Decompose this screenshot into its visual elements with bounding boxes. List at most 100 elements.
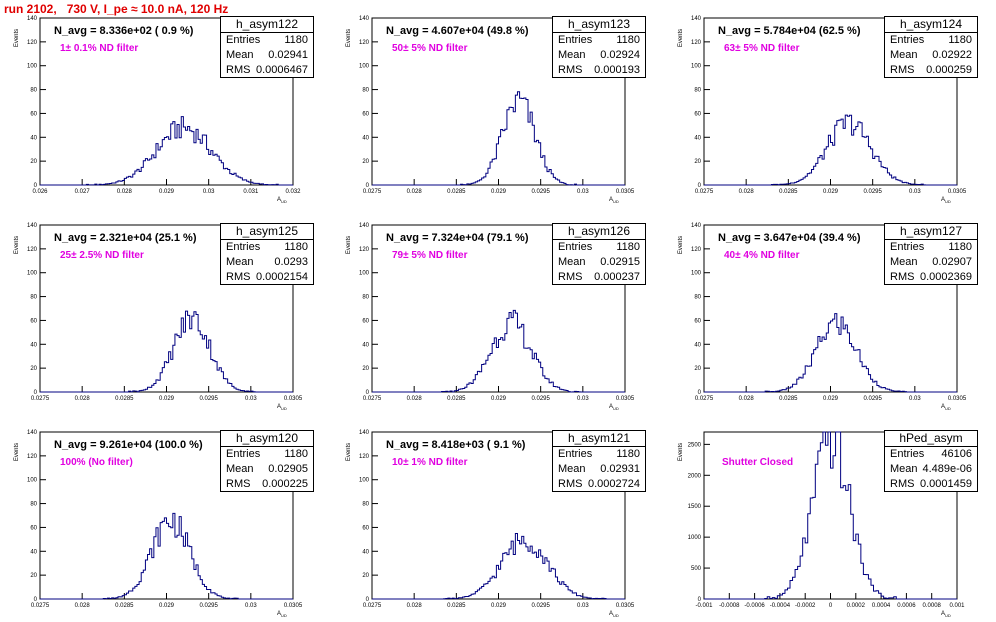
x-tick-label: 0.028 xyxy=(75,396,91,402)
histogram-panel-h_asym120: 0 20 40 60 80 100 120 140 0.0275 0.028 0.0285 0.029… xyxy=(0,414,332,621)
stats-entries-row: Entries 46106 xyxy=(885,447,977,462)
histogram-panel-h_asym122: 0 20 40 60 80 100 120 140 0.026 0.027 0.028 0.029 0.… xyxy=(0,0,332,207)
y-tick-label: 120 xyxy=(691,247,702,253)
x-axis-title-subscript: UD xyxy=(613,613,619,618)
navg-label: N_avg = 5.784e+04 (62.5 %) xyxy=(718,25,861,37)
x-tick-label: 0.0295 xyxy=(863,396,882,402)
stats-rms-row: RMS 0.000237 xyxy=(553,270,645,285)
y-tick-label: 60 xyxy=(30,318,37,324)
y-tick-label: 120 xyxy=(691,40,702,46)
y-tick-label: 60 xyxy=(362,525,369,531)
y-tick-label: 0 xyxy=(34,597,38,603)
y-tick-label: 140 xyxy=(359,223,370,229)
y-tick-label: 120 xyxy=(27,40,38,46)
y-axis-title: Events xyxy=(678,236,684,254)
y-tick-label: 0 xyxy=(366,390,370,396)
y-tick-label: 140 xyxy=(691,16,702,22)
y-tick-label: 2000 xyxy=(688,473,702,479)
stats-mean-value: 0.02941 xyxy=(268,49,308,61)
x-axis-title-subscript: UD xyxy=(281,199,287,204)
stats-rms-row: RMS 0.0006467 xyxy=(221,63,313,78)
stats-box: h_asym125 Entries 1180 Mean 0.0293 RMS 0.00021… xyxy=(220,223,314,285)
y-tick-label: 100 xyxy=(691,64,702,70)
y-tick-label: 140 xyxy=(27,16,38,22)
y-tick-label: 120 xyxy=(359,247,370,253)
histogram-plot: 0 20 40 60 80 100 120 140 0.0275 0.028 0.0285 0.029… xyxy=(14,430,303,618)
x-tick-label: 0.0275 xyxy=(363,603,382,609)
y-tick-label: 1500 xyxy=(688,504,702,510)
y-tick-label: 100 xyxy=(691,271,702,277)
y-tick-label: 20 xyxy=(30,573,37,579)
stats-mean-value: 0.02922 xyxy=(932,49,972,61)
stats-mean-label: Mean xyxy=(890,256,918,268)
stats-mean-row: Mean 0.02907 xyxy=(885,255,977,270)
stats-box-title: h_asym125 xyxy=(221,224,313,240)
x-axis-title: AUD xyxy=(609,611,619,618)
stats-entries-value: 1180 xyxy=(284,448,308,460)
stats-rms-label: RMS xyxy=(890,478,915,490)
stats-mean-value: 0.02905 xyxy=(268,463,308,475)
histogram-plot: 0 20 40 60 80 100 120 140 0.0275 0.028 0.0285 0.029… xyxy=(678,16,967,204)
x-tick-label: 0.031 xyxy=(243,189,259,195)
stats-entries-value: 46106 xyxy=(941,448,972,460)
stats-box-title: h_asym124 xyxy=(885,17,977,33)
histogram-panel-h_asym125: 0 20 40 60 80 100 120 140 0.0275 0.028 0.0285 0.029… xyxy=(0,207,332,414)
stats-rms-value: 0.0001459 xyxy=(920,478,972,490)
histogram-series xyxy=(40,512,293,600)
y-axis-title: Events xyxy=(346,236,352,254)
x-tick-label: 0.0285 xyxy=(779,396,798,402)
stats-entries-value: 1180 xyxy=(284,34,308,46)
histogram-panel-h_asym126: 0 20 40 60 80 100 120 140 0.0275 0.028 0.0285 0.029… xyxy=(332,207,664,414)
x-axis-title-main: A xyxy=(941,197,945,203)
x-tick-label: 0.0275 xyxy=(363,396,382,402)
y-tick-label: 0 xyxy=(366,597,370,603)
x-axis-title-subscript: UD xyxy=(945,613,951,618)
x-tick-label: 0.0295 xyxy=(199,603,218,609)
x-tick-label: 0.028 xyxy=(739,189,755,195)
stats-mean-row: Mean 0.02905 xyxy=(221,462,313,477)
x-tick-label: -0.0006 xyxy=(744,603,765,609)
stats-rms-row: RMS 0.0002724 xyxy=(553,477,645,492)
x-tick-label: 0.029 xyxy=(159,396,175,402)
x-tick-label: 0.026 xyxy=(32,189,48,195)
stats-entries-value: 1180 xyxy=(616,448,640,460)
y-tick-label: 140 xyxy=(27,223,38,229)
run-title: run 2102, 730 V, I_pe ≈ 10.0 nA, 120 Hz xyxy=(4,2,229,16)
x-tick-label: 0.0285 xyxy=(779,189,798,195)
x-tick-label: 0.03 xyxy=(909,189,921,195)
x-tick-label: 0.0305 xyxy=(948,189,967,195)
stats-box: hPed_asym Entries 46106 Mean 4.489e-06 RMS 0.0… xyxy=(884,430,978,492)
stats-box-title: hPed_asym xyxy=(885,431,977,447)
stats-rms-value: 0.000237 xyxy=(594,271,640,283)
stats-mean-row: Mean 0.02931 xyxy=(553,462,645,477)
x-tick-label: 0.0295 xyxy=(531,189,550,195)
y-tick-label: 100 xyxy=(27,478,38,484)
stats-rms-value: 0.0002154 xyxy=(256,271,308,283)
histogram-panel-h_asym127: 0 20 40 60 80 100 120 140 0.0275 0.028 0.0285 0.029… xyxy=(664,207,996,414)
x-axis-title: AUD xyxy=(941,404,951,411)
x-tick-label: -0.0008 xyxy=(719,603,740,609)
stats-mean-label: Mean xyxy=(890,49,918,61)
x-axis-title-main: A xyxy=(941,611,945,617)
stats-rms-row: RMS 0.000259 xyxy=(885,63,977,78)
x-tick-label: 0.029 xyxy=(823,396,839,402)
stats-rms-label: RMS xyxy=(558,478,583,490)
y-axis-title: Events xyxy=(346,29,352,47)
stats-mean-label: Mean xyxy=(558,256,586,268)
stats-box-title: h_asym126 xyxy=(553,224,645,240)
stats-mean-value: 4.489e-06 xyxy=(922,463,972,475)
stats-mean-value: 0.02931 xyxy=(600,463,640,475)
x-tick-label: 0.03 xyxy=(203,189,215,195)
x-tick-label: 0.0275 xyxy=(695,189,714,195)
x-tick-label: 0.0285 xyxy=(115,603,134,609)
histogram-panel-h_asym124: 0 20 40 60 80 100 120 140 0.0275 0.028 0.0285 0.029… xyxy=(664,0,996,207)
filter-annotation: 63± 5% ND filter xyxy=(724,43,800,54)
stats-rms-value: 0.000259 xyxy=(926,64,972,76)
x-tick-label: 0 xyxy=(829,603,833,609)
stats-box: h_asym123 Entries 1180 Mean 0.02924 RMS 0.0001… xyxy=(552,16,646,78)
filter-annotation: 50± 5% ND filter xyxy=(392,43,468,54)
stats-box-title: h_asym120 xyxy=(221,431,313,447)
x-tick-label: 0.001 xyxy=(949,603,965,609)
x-axis-title: AUD xyxy=(609,404,619,411)
stats-rms-label: RMS xyxy=(890,64,915,76)
